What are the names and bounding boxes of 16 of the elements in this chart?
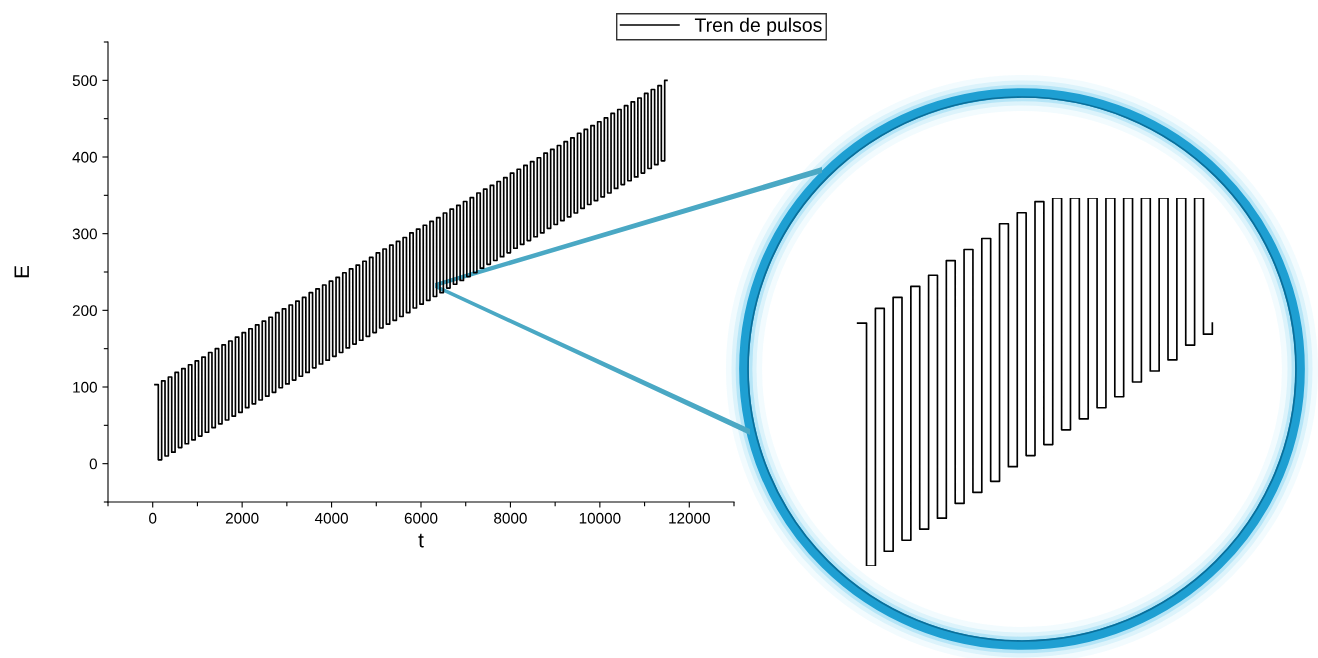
x-tick-label: 4000	[314, 512, 348, 524]
x-tick-label: 2000	[225, 512, 259, 524]
y-tick-label: 300	[72, 228, 97, 240]
legend-label: Tren de pulsos	[694, 17, 822, 36]
x-tick-label: 12000	[669, 512, 710, 524]
y-tick-label: 100	[73, 381, 97, 393]
x-tick-label: 6000	[404, 512, 438, 524]
y-tick-label: 0	[89, 458, 97, 470]
x-axis-title: t	[418, 533, 424, 548]
x-tick-label: 8000	[494, 512, 527, 524]
y-tick-label: 400	[72, 151, 97, 163]
x-tick-label: 0	[149, 512, 157, 524]
y-axis-title: E	[14, 265, 29, 278]
y-tick-label: 200	[72, 305, 97, 317]
x-tick-label: 10000	[579, 512, 621, 524]
y-tick-label: 500	[72, 75, 97, 87]
